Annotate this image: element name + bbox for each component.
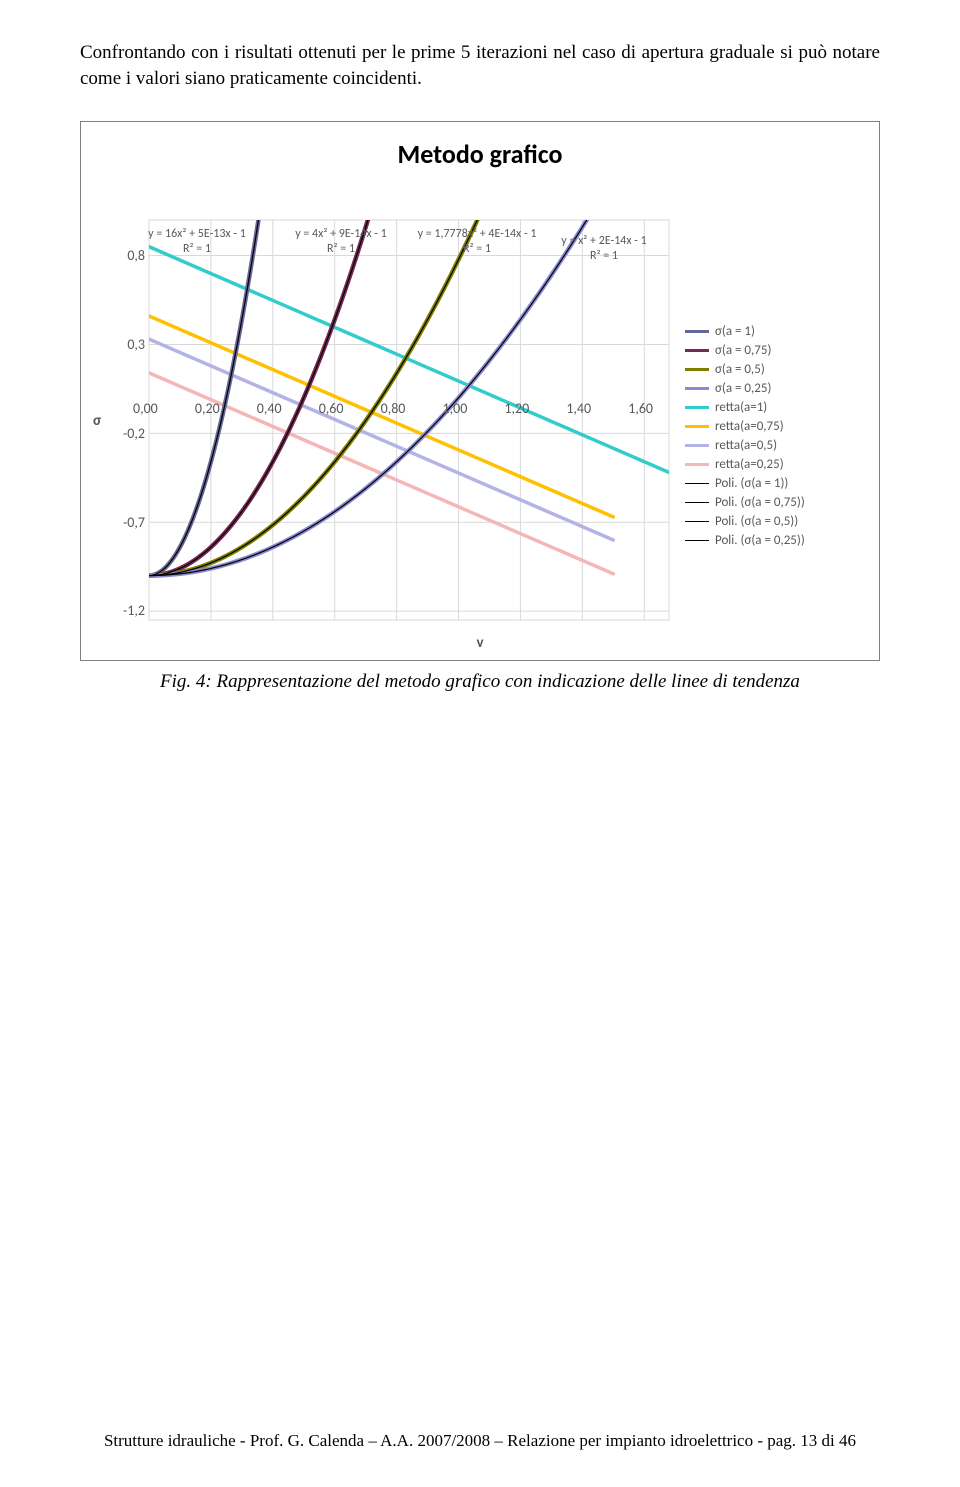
- legend-label: Poli. (σ(a = 0,5)): [715, 514, 798, 529]
- legend-item: Poli. (σ(a = 1)): [685, 474, 865, 493]
- legend-label: retta(a=0,75): [715, 419, 784, 434]
- legend-item: retta(a=0,75): [685, 417, 865, 436]
- legend-swatch: [685, 540, 709, 541]
- x-tick-label: 0,40: [257, 400, 282, 417]
- equation-label: y = 1,7778x² + 4E-14x - 1R² = 1: [412, 227, 542, 256]
- chart-legend: σ(a = 1) σ(a = 0,75) σ(a = 0,5) σ(a = 0,25)…: [679, 172, 871, 652]
- legend-swatch: [685, 521, 709, 522]
- equation-label: y = x² + 2E-14x - 1R² = 1: [539, 234, 669, 263]
- x-tick-label: 1,60: [628, 400, 653, 417]
- legend-label: σ(a = 1): [715, 324, 755, 339]
- chart-plot: σ 0,80,3-0,2-0,7-1,20,000,200,400,600,80…: [89, 172, 679, 652]
- legend-item: Poli. (σ(a = 0,75)): [685, 493, 865, 512]
- legend-label: Poli. (σ(a = 1)): [715, 476, 788, 491]
- legend-swatch: [685, 463, 709, 466]
- legend-label: Poli. (σ(a = 0,75)): [715, 495, 805, 510]
- legend-label: retta(a=0,25): [715, 457, 784, 472]
- x-tick-label: 1,00: [443, 400, 468, 417]
- x-tick-label: 0,20: [195, 400, 220, 417]
- y-tick-label: -0,7: [123, 514, 145, 531]
- legend-item: σ(a = 0,5): [685, 360, 865, 379]
- legend-item: retta(a=0,25): [685, 455, 865, 474]
- chart-container: Metodo grafico σ 0,80,3-0,2-0,7-1,20,000…: [80, 121, 880, 661]
- figure-caption: Fig. 4: Rappresentazione del metodo graf…: [0, 661, 960, 703]
- legend-label: σ(a = 0,75): [715, 343, 771, 358]
- legend-item: σ(a = 0,75): [685, 341, 865, 360]
- x-tick-label: 1,20: [504, 400, 529, 417]
- legend-item: Poli. (σ(a = 0,25)): [685, 531, 865, 550]
- y-axis-title: σ: [93, 412, 101, 430]
- legend-item: Poli. (σ(a = 0,5)): [685, 512, 865, 531]
- legend-item: retta(a=1): [685, 398, 865, 417]
- y-tick-label: 0,3: [127, 336, 145, 353]
- page-footer: Strutture idrauliche - Prof. G. Calenda …: [0, 1431, 960, 1451]
- legend-swatch: [685, 330, 709, 333]
- legend-label: retta(a=1): [715, 400, 767, 415]
- legend-swatch: [685, 425, 709, 428]
- legend-swatch: [685, 349, 709, 352]
- legend-swatch: [685, 368, 709, 371]
- legend-item: σ(a = 1): [685, 322, 865, 341]
- legend-swatch: [685, 483, 709, 484]
- legend-item: σ(a = 0,25): [685, 379, 865, 398]
- legend-label: σ(a = 0,5): [715, 362, 765, 377]
- x-tick-label: 0,60: [319, 400, 344, 417]
- intro-paragraph: Confrontando con i risultati ottenuti pe…: [0, 0, 960, 101]
- chart-title: Metodo grafico: [89, 138, 871, 170]
- legend-swatch: [685, 502, 709, 503]
- y-tick-label: -1,2: [123, 602, 145, 619]
- legend-label: Poli. (σ(a = 0,25)): [715, 533, 805, 548]
- equation-label: y = 4x² + 9E-14x - 1R² = 1: [276, 227, 406, 256]
- x-tick-label: 1,40: [566, 400, 591, 417]
- equation-label: y = 16x² + 5E-13x - 1R² = 1: [132, 227, 262, 256]
- legend-label: retta(a=0,5): [715, 438, 777, 453]
- legend-swatch: [685, 444, 709, 447]
- legend-label: σ(a = 0,25): [715, 381, 771, 396]
- y-tick-label: -0,2: [123, 425, 145, 442]
- legend-item: retta(a=0,5): [685, 436, 865, 455]
- legend-swatch: [685, 387, 709, 390]
- x-tick-label: 0,80: [381, 400, 406, 417]
- x-tick-label: 0,00: [133, 400, 158, 417]
- legend-swatch: [685, 406, 709, 409]
